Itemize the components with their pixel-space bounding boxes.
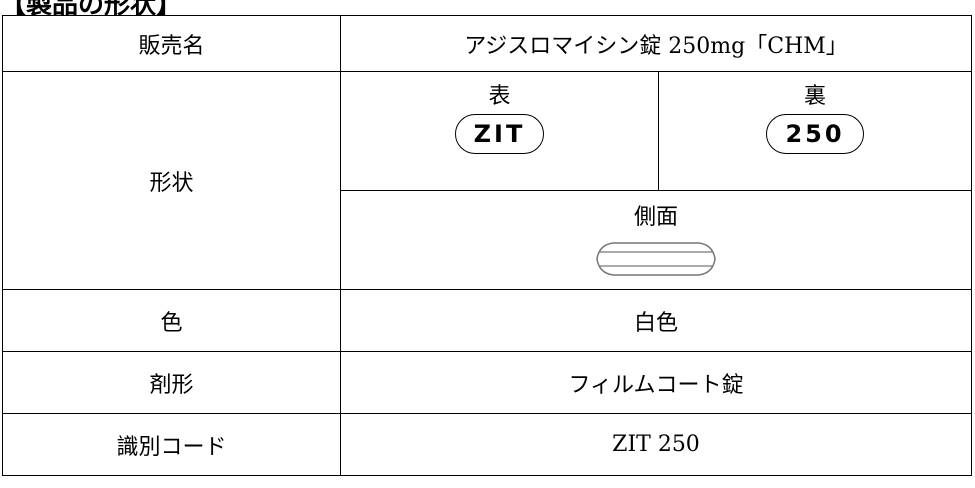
pill-front: ZIT <box>454 114 545 154</box>
front-label: 表 <box>488 84 511 109</box>
side-label: 側面 <box>633 205 678 230</box>
label: 色 <box>160 310 183 336</box>
label: 識別コード <box>116 434 227 460</box>
label-cell: 色 <box>2 289 341 352</box>
pill-back: 250 <box>766 114 864 154</box>
brand-name: アジスロマイシン錠 250mg「CHM」 <box>464 33 848 59</box>
label: 販売名 <box>138 33 205 59</box>
back-cell: 裏 250 <box>658 71 972 191</box>
label: 形状 <box>149 170 194 196</box>
value-cell: 白色 <box>340 289 972 352</box>
label-cell: 形状 <box>2 71 341 290</box>
value-cell: アジスロマイシン錠 250mg「CHM」 <box>340 15 972 72</box>
label-cell: 剤形 <box>2 351 341 414</box>
label-cell: 識別コード <box>2 413 341 476</box>
front-cell: 表 ZIT <box>340 71 659 191</box>
label-cell: 販売名 <box>2 15 341 72</box>
value: 白色 <box>633 310 678 336</box>
value-cell: フィルムコート錠 <box>340 351 972 414</box>
value: フィルムコート錠 <box>568 372 744 398</box>
value-cell: ZIT 250 <box>340 413 972 476</box>
side-cell: 側面 <box>340 190 972 290</box>
value: ZIT 250 <box>612 432 700 457</box>
pill-side <box>596 242 716 276</box>
back-label: 裏 <box>803 84 826 109</box>
pill-outline <box>596 242 716 276</box>
label: 剤形 <box>149 372 194 398</box>
